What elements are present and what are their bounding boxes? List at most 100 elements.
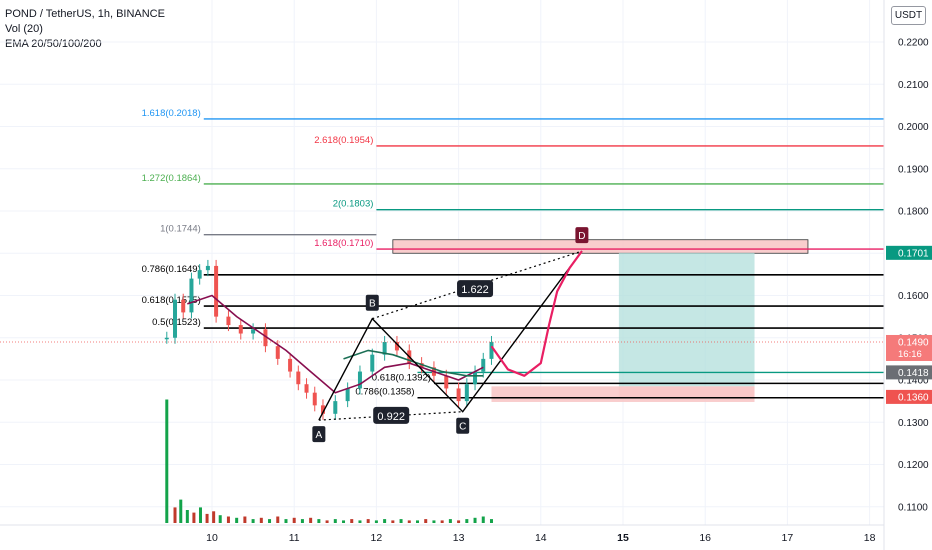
volume-bar — [173, 507, 177, 523]
price-tick-label: 0.2100 — [898, 80, 929, 91]
volume-bar — [276, 516, 280, 523]
candle-body[interactable] — [173, 299, 178, 338]
candle-body[interactable] — [238, 325, 243, 334]
candle-body[interactable] — [304, 384, 309, 393]
target-zone — [618, 252, 755, 387]
volume-bar — [432, 520, 436, 523]
volume-bar — [205, 513, 209, 523]
candle-body[interactable] — [164, 337, 169, 340]
volume-bar — [185, 510, 189, 523]
time-tick-label: 14 — [535, 532, 547, 544]
ratio-label: 1.622 — [461, 284, 489, 296]
ema-slow-line — [343, 349, 484, 377]
time-tick-label: 11 — [289, 532, 300, 544]
price-label-text: 0.1701 — [898, 248, 929, 259]
candle-body[interactable] — [197, 270, 202, 279]
candle-body[interactable] — [312, 392, 317, 406]
candle-body[interactable] — [226, 316, 231, 326]
candle-body[interactable] — [189, 278, 194, 313]
price-label-tag — [886, 245, 932, 260]
candle-body[interactable] — [481, 358, 486, 372]
price-tick-label: 0.1100 — [898, 502, 928, 513]
volume-bar — [465, 519, 469, 523]
volume-indicator-label[interactable]: Vol (20) — [5, 23, 43, 35]
volume-bar — [309, 517, 313, 523]
volume-bar — [350, 519, 354, 523]
pattern-point-b[interactable] — [365, 294, 379, 311]
fib-level-label: 1.618(0.2018) — [142, 108, 201, 119]
volume-bar — [424, 519, 428, 523]
candle-body[interactable] — [333, 401, 338, 414]
candle-body[interactable] — [456, 388, 461, 402]
ratio-label-box[interactable] — [457, 280, 494, 298]
time-tick-label: 17 — [782, 532, 794, 544]
volume-bar — [457, 520, 461, 523]
candle-body[interactable] — [320, 405, 325, 414]
volume-bar — [179, 499, 183, 523]
candle-body[interactable] — [345, 388, 350, 402]
harmonic-ac-line — [318, 411, 463, 421]
candle-body[interactable] — [214, 265, 219, 317]
volume-bar — [251, 519, 255, 523]
fib-level-label: 1(0.1744) — [160, 224, 201, 235]
ema-indicator-label[interactable]: EMA 20/50/100/200 — [5, 38, 102, 50]
price-label-text: 0.1360 — [898, 392, 929, 403]
harmonic-pattern-line[interactable] — [318, 250, 583, 421]
ratio-label: 0.922 — [377, 411, 405, 423]
price-axis[interactable] — [885, 0, 932, 550]
fib-level-label: 0.618(0.1575) — [142, 295, 201, 306]
pattern-point-d[interactable] — [575, 227, 589, 244]
candle-body[interactable] — [357, 371, 362, 389]
candle-body[interactable] — [288, 358, 293, 372]
volume-bar — [325, 520, 329, 523]
projection-curve — [490, 250, 583, 377]
pattern-point-c[interactable] — [456, 417, 470, 434]
candle-body[interactable] — [464, 384, 469, 402]
price-tick-label: 0.1300 — [898, 418, 929, 429]
volume-bar — [416, 520, 419, 523]
volume-bar — [391, 520, 395, 523]
candle-body[interactable] — [489, 341, 494, 359]
volume-bar — [374, 520, 378, 523]
volume-bar — [383, 519, 387, 523]
price-tick-label: 0.1900 — [898, 164, 929, 175]
volume-bar — [198, 507, 202, 523]
fib-level-label: 0.786(0.1649) — [142, 264, 201, 275]
time-tick-label: 10 — [206, 532, 218, 544]
candle-body[interactable] — [181, 299, 186, 313]
price-label-text: 0.1490 — [898, 337, 929, 348]
currency-selector-button[interactable]: USDT — [891, 6, 926, 25]
pattern-point-a[interactable] — [312, 426, 326, 443]
volume-bar — [333, 519, 337, 523]
candle-body[interactable] — [394, 341, 399, 351]
candle-body[interactable] — [275, 346, 280, 359]
candle-body[interactable] — [263, 329, 268, 347]
symbol-title[interactable]: POND / TetherUS, 1h, BINANCE — [5, 8, 165, 20]
ratio-label-box[interactable] — [373, 406, 410, 424]
countdown-text: 16:16 — [898, 349, 922, 360]
fib-level-label: 2(0.1803) — [333, 199, 374, 210]
candle-body[interactable] — [444, 375, 449, 389]
candle-body[interactable] — [382, 341, 387, 355]
candle-body[interactable] — [251, 329, 256, 334]
volume-bar — [268, 519, 272, 523]
fib-level-label: 1.618(0.1710) — [314, 238, 373, 249]
volume-bar — [489, 519, 493, 523]
chart-legend: POND / TetherUS, 1h, BINANCE Vol (20) EM… — [5, 7, 165, 52]
candle-body[interactable] — [296, 371, 301, 385]
volume-bar — [259, 517, 263, 523]
candle-body[interactable] — [370, 354, 375, 372]
volume-bar — [212, 511, 216, 523]
time-tick-label: 13 — [453, 532, 465, 544]
volume-bar — [358, 520, 362, 523]
volume-bar — [192, 512, 196, 523]
candle-body[interactable] — [205, 265, 210, 271]
volume-bar — [342, 520, 346, 523]
pattern-point-label: D — [578, 231, 585, 242]
candle-body[interactable] — [473, 371, 478, 385]
fib-level-label: 1.272(0.1864) — [142, 173, 201, 184]
volume-bar — [235, 517, 239, 523]
fib-level-label: 0.786(0.1358) — [355, 387, 414, 398]
fib-level-label: 2.618(0.1954) — [314, 135, 373, 146]
